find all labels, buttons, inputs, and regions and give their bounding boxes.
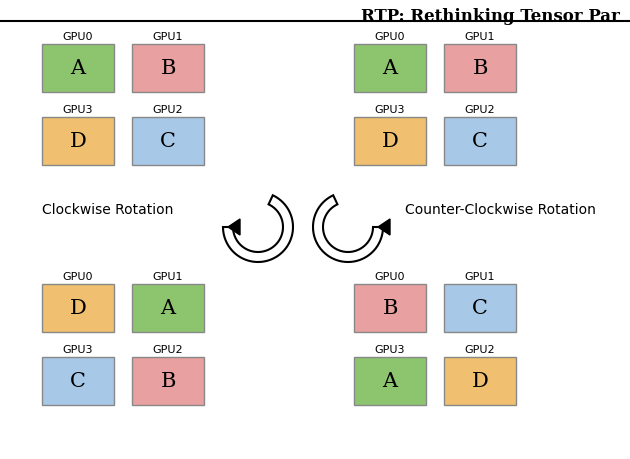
FancyBboxPatch shape <box>354 118 426 166</box>
Text: GPU2: GPU2 <box>152 105 183 115</box>
Text: GPU2: GPU2 <box>465 344 495 354</box>
Text: A: A <box>161 299 176 318</box>
Text: GPU3: GPU3 <box>375 344 405 354</box>
Text: Counter-Clockwise Rotation: Counter-Clockwise Rotation <box>404 202 595 217</box>
Text: GPU1: GPU1 <box>465 32 495 42</box>
FancyBboxPatch shape <box>444 357 516 405</box>
Text: GPU3: GPU3 <box>63 344 93 354</box>
Text: C: C <box>472 132 488 151</box>
Text: C: C <box>160 132 176 151</box>
Text: GPU3: GPU3 <box>63 105 93 115</box>
FancyBboxPatch shape <box>42 45 114 93</box>
Text: GPU1: GPU1 <box>465 271 495 281</box>
Text: D: D <box>382 132 398 151</box>
PathPatch shape <box>223 196 293 263</box>
Text: GPU2: GPU2 <box>152 344 183 354</box>
Text: C: C <box>70 372 86 391</box>
Text: D: D <box>69 299 86 318</box>
FancyBboxPatch shape <box>354 285 426 332</box>
Text: D: D <box>472 372 488 391</box>
FancyBboxPatch shape <box>132 45 204 93</box>
Text: A: A <box>382 372 398 391</box>
Text: D: D <box>69 132 86 151</box>
Text: GPU3: GPU3 <box>375 105 405 115</box>
Text: GPU1: GPU1 <box>152 32 183 42</box>
PathPatch shape <box>313 196 383 263</box>
FancyBboxPatch shape <box>354 45 426 93</box>
Text: GPU2: GPU2 <box>465 105 495 115</box>
Text: RTP: Rethinking Tensor Par: RTP: Rethinking Tensor Par <box>361 8 620 25</box>
Text: B: B <box>472 59 488 78</box>
Text: GPU0: GPU0 <box>63 32 93 42</box>
Text: C: C <box>472 299 488 318</box>
Text: GPU0: GPU0 <box>375 32 405 42</box>
Text: GPU1: GPU1 <box>152 271 183 281</box>
FancyBboxPatch shape <box>354 357 426 405</box>
Text: Clockwise Rotation: Clockwise Rotation <box>42 202 174 217</box>
Text: A: A <box>382 59 398 78</box>
Polygon shape <box>378 219 390 235</box>
Polygon shape <box>228 219 240 235</box>
Text: B: B <box>382 299 398 318</box>
Text: GPU0: GPU0 <box>375 271 405 281</box>
FancyBboxPatch shape <box>42 357 114 405</box>
FancyBboxPatch shape <box>42 118 114 166</box>
Text: A: A <box>71 59 86 78</box>
FancyBboxPatch shape <box>132 357 204 405</box>
Text: B: B <box>160 372 176 391</box>
FancyBboxPatch shape <box>444 285 516 332</box>
FancyBboxPatch shape <box>444 118 516 166</box>
FancyBboxPatch shape <box>42 285 114 332</box>
FancyBboxPatch shape <box>132 285 204 332</box>
FancyBboxPatch shape <box>132 118 204 166</box>
Text: GPU0: GPU0 <box>63 271 93 281</box>
Text: B: B <box>160 59 176 78</box>
FancyBboxPatch shape <box>444 45 516 93</box>
